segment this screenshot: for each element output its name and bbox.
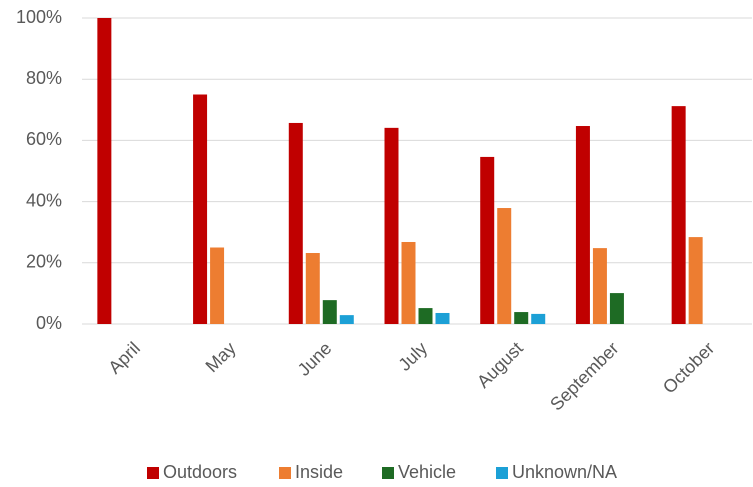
y-tick-label: 80% [26,68,62,88]
bar [418,308,433,324]
bar [288,122,303,324]
x-tick-label: August [473,338,527,392]
bar [609,293,624,324]
x-tick-label: June [294,338,336,380]
x-tick-label: September [546,338,622,414]
legend-swatch [147,467,159,479]
legend-swatch [496,467,508,479]
bar [575,126,590,324]
legend-label: Inside [295,462,343,482]
bar [210,247,225,324]
bar [97,18,112,324]
x-tick-label: July [394,338,431,375]
x-tick-label: April [104,338,144,378]
legend-label: Vehicle [398,462,456,482]
bar [480,156,495,324]
bar [688,237,703,324]
y-tick-label: 60% [26,129,62,149]
bar [305,253,320,324]
legend-swatch [382,467,394,479]
bar [384,127,399,324]
bar [592,248,607,324]
bar [322,300,337,324]
legend-swatch [279,467,291,479]
y-tick-label: 20% [26,252,62,272]
y-tick-label: 100% [16,7,62,27]
x-tick-label: October [659,338,718,397]
bar [193,94,208,324]
y-tick-label: 40% [26,190,62,210]
bar [497,208,512,324]
legend-label: Outdoors [163,462,237,482]
x-tick-label: May [202,338,240,376]
bar [339,315,354,324]
bar [531,313,546,324]
bar [401,241,416,324]
legend-label: Unknown/NA [512,462,617,482]
bar [671,106,686,325]
bar [435,312,450,324]
y-tick-label: 0% [36,313,62,333]
bar [514,312,529,324]
